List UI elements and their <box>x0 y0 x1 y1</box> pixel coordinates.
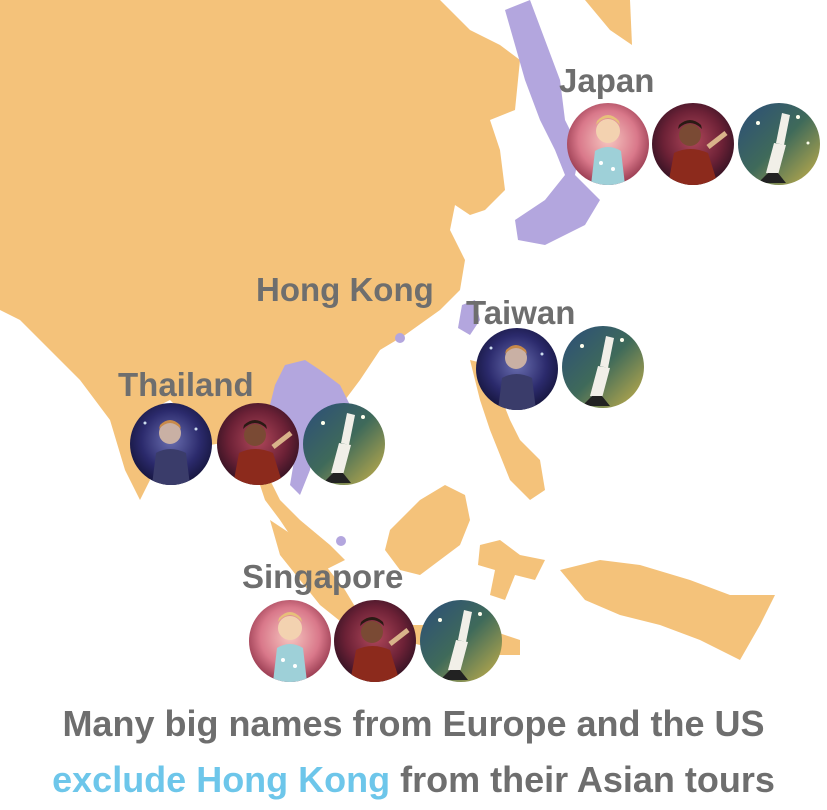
artist-photo-white-shirt <box>420 600 502 682</box>
far-east-land <box>585 0 632 45</box>
sulawesi <box>478 540 545 600</box>
artist-photo-red-jacket <box>652 103 734 185</box>
artist-photo-red-jacket <box>334 600 416 682</box>
artist-photo-pink-sparkle <box>249 600 331 682</box>
location-label-thailand: Thailand <box>118 366 254 403</box>
artist-photo-white-shirt <box>562 326 644 408</box>
artist-photo-blue-stage <box>476 328 558 410</box>
artist-photo-red-jacket <box>217 403 299 485</box>
sumatra <box>270 520 360 625</box>
caption-highlight: exclude Hong Kong <box>52 759 391 800</box>
borneo <box>385 485 470 575</box>
korea <box>455 155 488 205</box>
taiwan-shape <box>458 300 480 335</box>
singapore-dot <box>336 536 346 546</box>
artist-photo-white-shirt <box>303 403 385 485</box>
location-label-taiwan: Taiwan <box>466 294 576 331</box>
hong-kong-dot <box>395 333 405 343</box>
caption-line-1: Many big names from Europe and the US <box>62 703 765 744</box>
artist-photo-blue-stage <box>130 403 212 485</box>
caption-line-2-rest: from their Asian tours <box>390 759 775 800</box>
artist-photo-white-shirt <box>738 103 820 185</box>
artist-photo-pink-sparkle <box>567 103 649 185</box>
caption-line-2: exclude Hong Kong from their Asian tours <box>0 762 827 798</box>
papua <box>560 560 775 660</box>
mainland-asia <box>0 0 520 570</box>
japan-shape <box>505 0 600 245</box>
location-label-singapore: Singapore <box>242 558 404 595</box>
location-label-hong-kong: Hong Kong <box>256 271 434 308</box>
location-label-japan: Japan <box>559 62 655 99</box>
